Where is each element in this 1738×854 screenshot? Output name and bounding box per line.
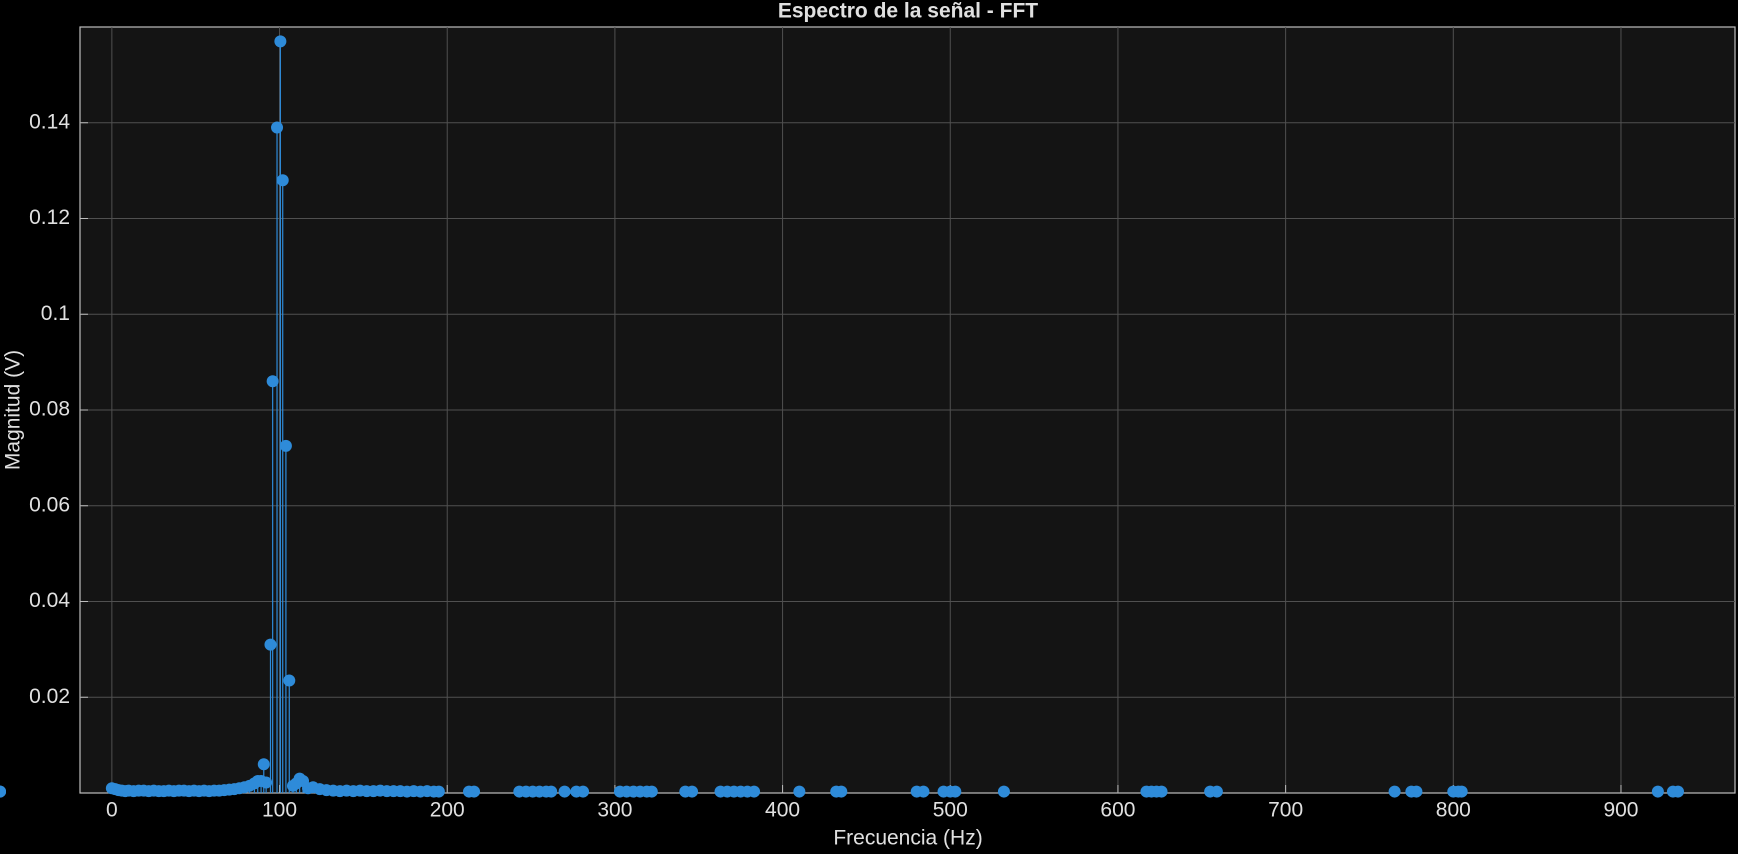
stem-marker [558, 785, 571, 798]
stem-marker [1455, 785, 1468, 798]
stem-marker [274, 35, 287, 48]
stem-marker [266, 375, 279, 388]
chart-title: Espectro de la señal - FFT [778, 0, 1038, 23]
x-tick-label: 600 [1100, 799, 1135, 822]
y-tick-label: 0.06 [29, 493, 70, 516]
stem-marker [276, 174, 289, 187]
x-tick-label: 700 [1268, 799, 1303, 822]
y-tick-label: 0.14 [29, 110, 70, 133]
stem-marker [264, 638, 277, 651]
stem-marker [0, 785, 6, 798]
stem-marker [1671, 785, 1684, 798]
x-tick-label: 800 [1436, 799, 1471, 822]
stem-marker [283, 674, 296, 687]
y-tick-label: 0.02 [29, 685, 70, 708]
stem-marker [468, 785, 481, 798]
stem-marker [1651, 785, 1664, 798]
stem-marker [686, 785, 699, 798]
stem-marker [432, 785, 445, 798]
y-axis-label: Magnitud (V) [2, 350, 25, 470]
stem-marker [917, 785, 930, 798]
x-tick-label: 300 [597, 799, 632, 822]
stem-marker [1388, 785, 1401, 798]
x-tick-label: 100 [262, 799, 297, 822]
stem-marker [260, 776, 273, 789]
stem-marker [748, 785, 761, 798]
x-tick-label: 200 [430, 799, 465, 822]
x-tick-label: 500 [933, 799, 968, 822]
stem-marker [279, 439, 292, 452]
y-tick-label: 0.1 [41, 302, 70, 325]
stem-marker [645, 785, 658, 798]
y-tick-label: 0.12 [29, 206, 70, 229]
stem-marker [545, 785, 558, 798]
x-tick-label: 0 [106, 799, 118, 822]
stem-marker [1210, 785, 1223, 798]
x-tick-label: 900 [1603, 799, 1638, 822]
stem-marker [835, 785, 848, 798]
y-tick-label: 0.04 [29, 589, 70, 612]
stem-marker [1155, 785, 1168, 798]
x-axis-label: Frecuencia (Hz) [833, 827, 982, 850]
stem-marker [793, 785, 806, 798]
stem-marker [997, 785, 1010, 798]
y-tick-label: 0.08 [29, 398, 70, 421]
stem-marker [271, 121, 284, 134]
stem-marker [1410, 785, 1423, 798]
stem-marker [577, 785, 590, 798]
x-tick-label: 400 [765, 799, 800, 822]
stem-marker [949, 785, 962, 798]
stem-marker [257, 758, 270, 771]
